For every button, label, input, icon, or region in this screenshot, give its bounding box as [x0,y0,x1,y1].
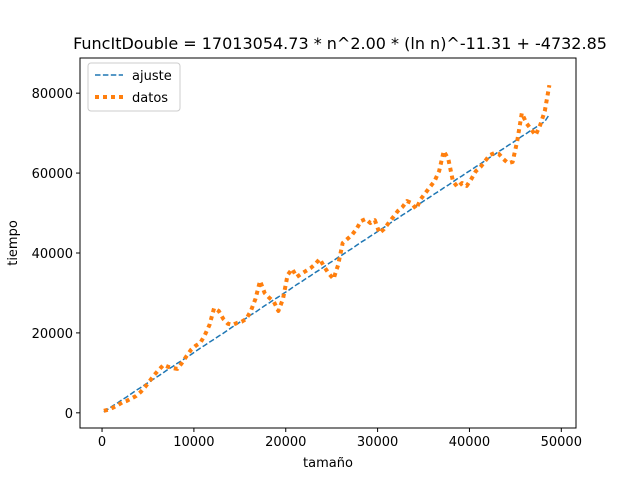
y-tick-label: 20000 [32,327,73,342]
x-axis-ticks: 0 10000 20000 30000 40000 50000 [98,428,582,450]
y-axis-ticks: 0 20000 40000 60000 80000 [32,87,80,422]
x-tick-label: 10000 [173,435,214,450]
x-tick-label: 30000 [357,435,398,450]
legend-label-datos: datos [132,91,168,106]
plot-area: 0 10000 20000 30000 40000 50000 0 20000 40000 60… [32,57,582,450]
legend-label-ajuste: ajuste [132,69,172,84]
x-axis-label: tamaño [303,456,353,471]
y-tick-label: 80000 [32,87,73,102]
x-tick-label: 50000 [541,435,582,450]
y-tick-label: 40000 [32,247,73,262]
series-layer [103,84,552,413]
x-tick-label: 40000 [449,435,490,450]
y-axis-label: tiempo [6,220,21,266]
x-tick-label: 0 [98,435,106,450]
y-tick-label: 0 [65,407,73,422]
series-line-ajuste [103,113,550,413]
x-tick-label: 20000 [265,435,306,450]
y-tick-label: 60000 [32,167,73,182]
legend: ajuste datos [87,62,181,112]
chart-title: FuncItDouble = 17013054.73 * n^2.00 * (l… [73,34,607,53]
series-line-datos [103,84,552,413]
